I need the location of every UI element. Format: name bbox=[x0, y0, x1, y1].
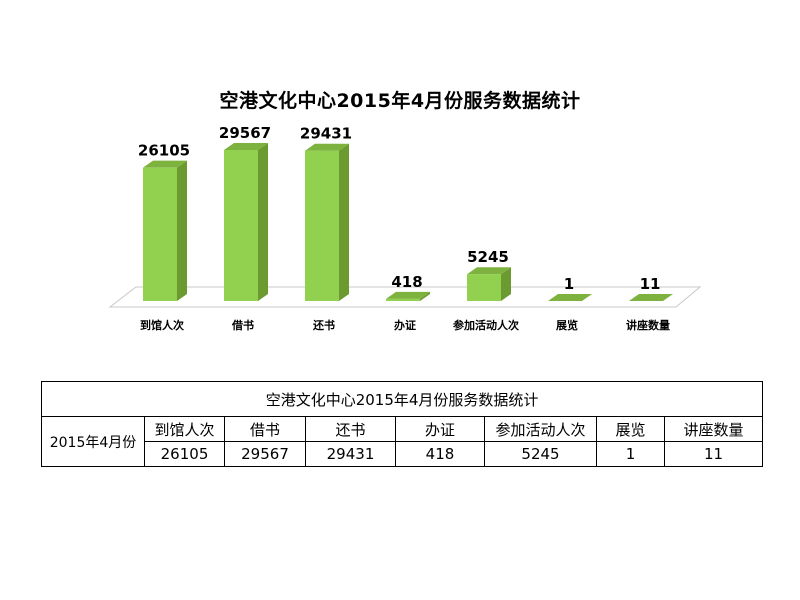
bar-chart: 26105 到馆人次 29567 借书 29431 还书 418 办证 5245 参加活动人次 1 展… bbox=[108, 124, 702, 332]
chart-title: 空港文化中心2015年4月份服务数据统计 bbox=[219, 90, 581, 112]
table-value-cell: 29567 bbox=[224, 441, 306, 467]
table-value-cell: 5245 bbox=[484, 441, 597, 467]
bar-side bbox=[258, 143, 268, 301]
table-value-cell: 29431 bbox=[305, 441, 396, 467]
data-label: 1 bbox=[564, 275, 574, 293]
data-label: 29431 bbox=[300, 125, 352, 143]
category-label: 借书 bbox=[231, 318, 254, 332]
bar bbox=[386, 298, 420, 301]
data-label: 11 bbox=[640, 275, 661, 293]
data-label: 26105 bbox=[138, 142, 190, 160]
table-header-cell: 借书 bbox=[224, 416, 306, 442]
table-header-cell: 到馆人次 bbox=[144, 416, 225, 442]
bar-top bbox=[467, 267, 511, 275]
bar-side bbox=[420, 291, 430, 301]
table-title-row: 空港文化中心2015年4月份服务数据统计 bbox=[40, 381, 764, 417]
table-header-cell: 办证 bbox=[395, 416, 485, 442]
category-label: 展览 bbox=[555, 318, 578, 332]
bar-side bbox=[663, 293, 673, 301]
table-header-row: 2015年4月份 到馆人次 借书 还书 办证 参加活动人次 展览 讲座数量 bbox=[41, 416, 764, 467]
table-value-cell: 1 bbox=[596, 441, 665, 467]
bar-top bbox=[305, 143, 349, 151]
category-label: 讲座数量 bbox=[626, 318, 670, 332]
category-label: 到馆人次 bbox=[140, 318, 184, 332]
category-label: 还书 bbox=[312, 318, 335, 332]
bar-top bbox=[224, 143, 268, 150]
bar bbox=[305, 150, 339, 301]
category-label: 参加活动人次 bbox=[453, 318, 519, 332]
data-label: 29567 bbox=[219, 124, 271, 142]
table-header-cell: 还书 bbox=[305, 416, 396, 442]
table-value-cell: 418 bbox=[395, 441, 485, 467]
table-row: 26105 29567 29431 418 5245 1 11 bbox=[42, 441, 764, 467]
table-header-cell: 参加活动人次 bbox=[484, 416, 597, 442]
bar-side bbox=[582, 293, 592, 301]
bar-top bbox=[143, 160, 187, 168]
data-label: 418 bbox=[391, 273, 422, 291]
category-label: 办证 bbox=[394, 318, 416, 332]
bar-top bbox=[548, 293, 592, 301]
table-title: 空港文化中心2015年4月份服务数据统计 bbox=[40, 381, 764, 417]
bar-side bbox=[501, 267, 511, 301]
table-row-header: 2015年4月份 bbox=[41, 416, 145, 467]
table-value-cell: 11 bbox=[663, 441, 764, 467]
table-value-cell: 26105 bbox=[144, 441, 225, 467]
table-header-cell: 展览 bbox=[596, 416, 665, 442]
bar-side bbox=[177, 160, 187, 301]
data-table: 空港文化中心2015年4月份服务数据统计 2015年4月份 到馆人次 借书 还书… bbox=[40, 381, 764, 467]
table-header-cell: 讲座数量 bbox=[663, 416, 764, 442]
bar-top bbox=[629, 293, 673, 301]
bar bbox=[143, 167, 177, 301]
bar-top bbox=[386, 291, 430, 299]
bar bbox=[467, 274, 501, 301]
bar-side bbox=[339, 143, 349, 301]
bar bbox=[224, 150, 258, 301]
data-label: 5245 bbox=[467, 248, 509, 266]
